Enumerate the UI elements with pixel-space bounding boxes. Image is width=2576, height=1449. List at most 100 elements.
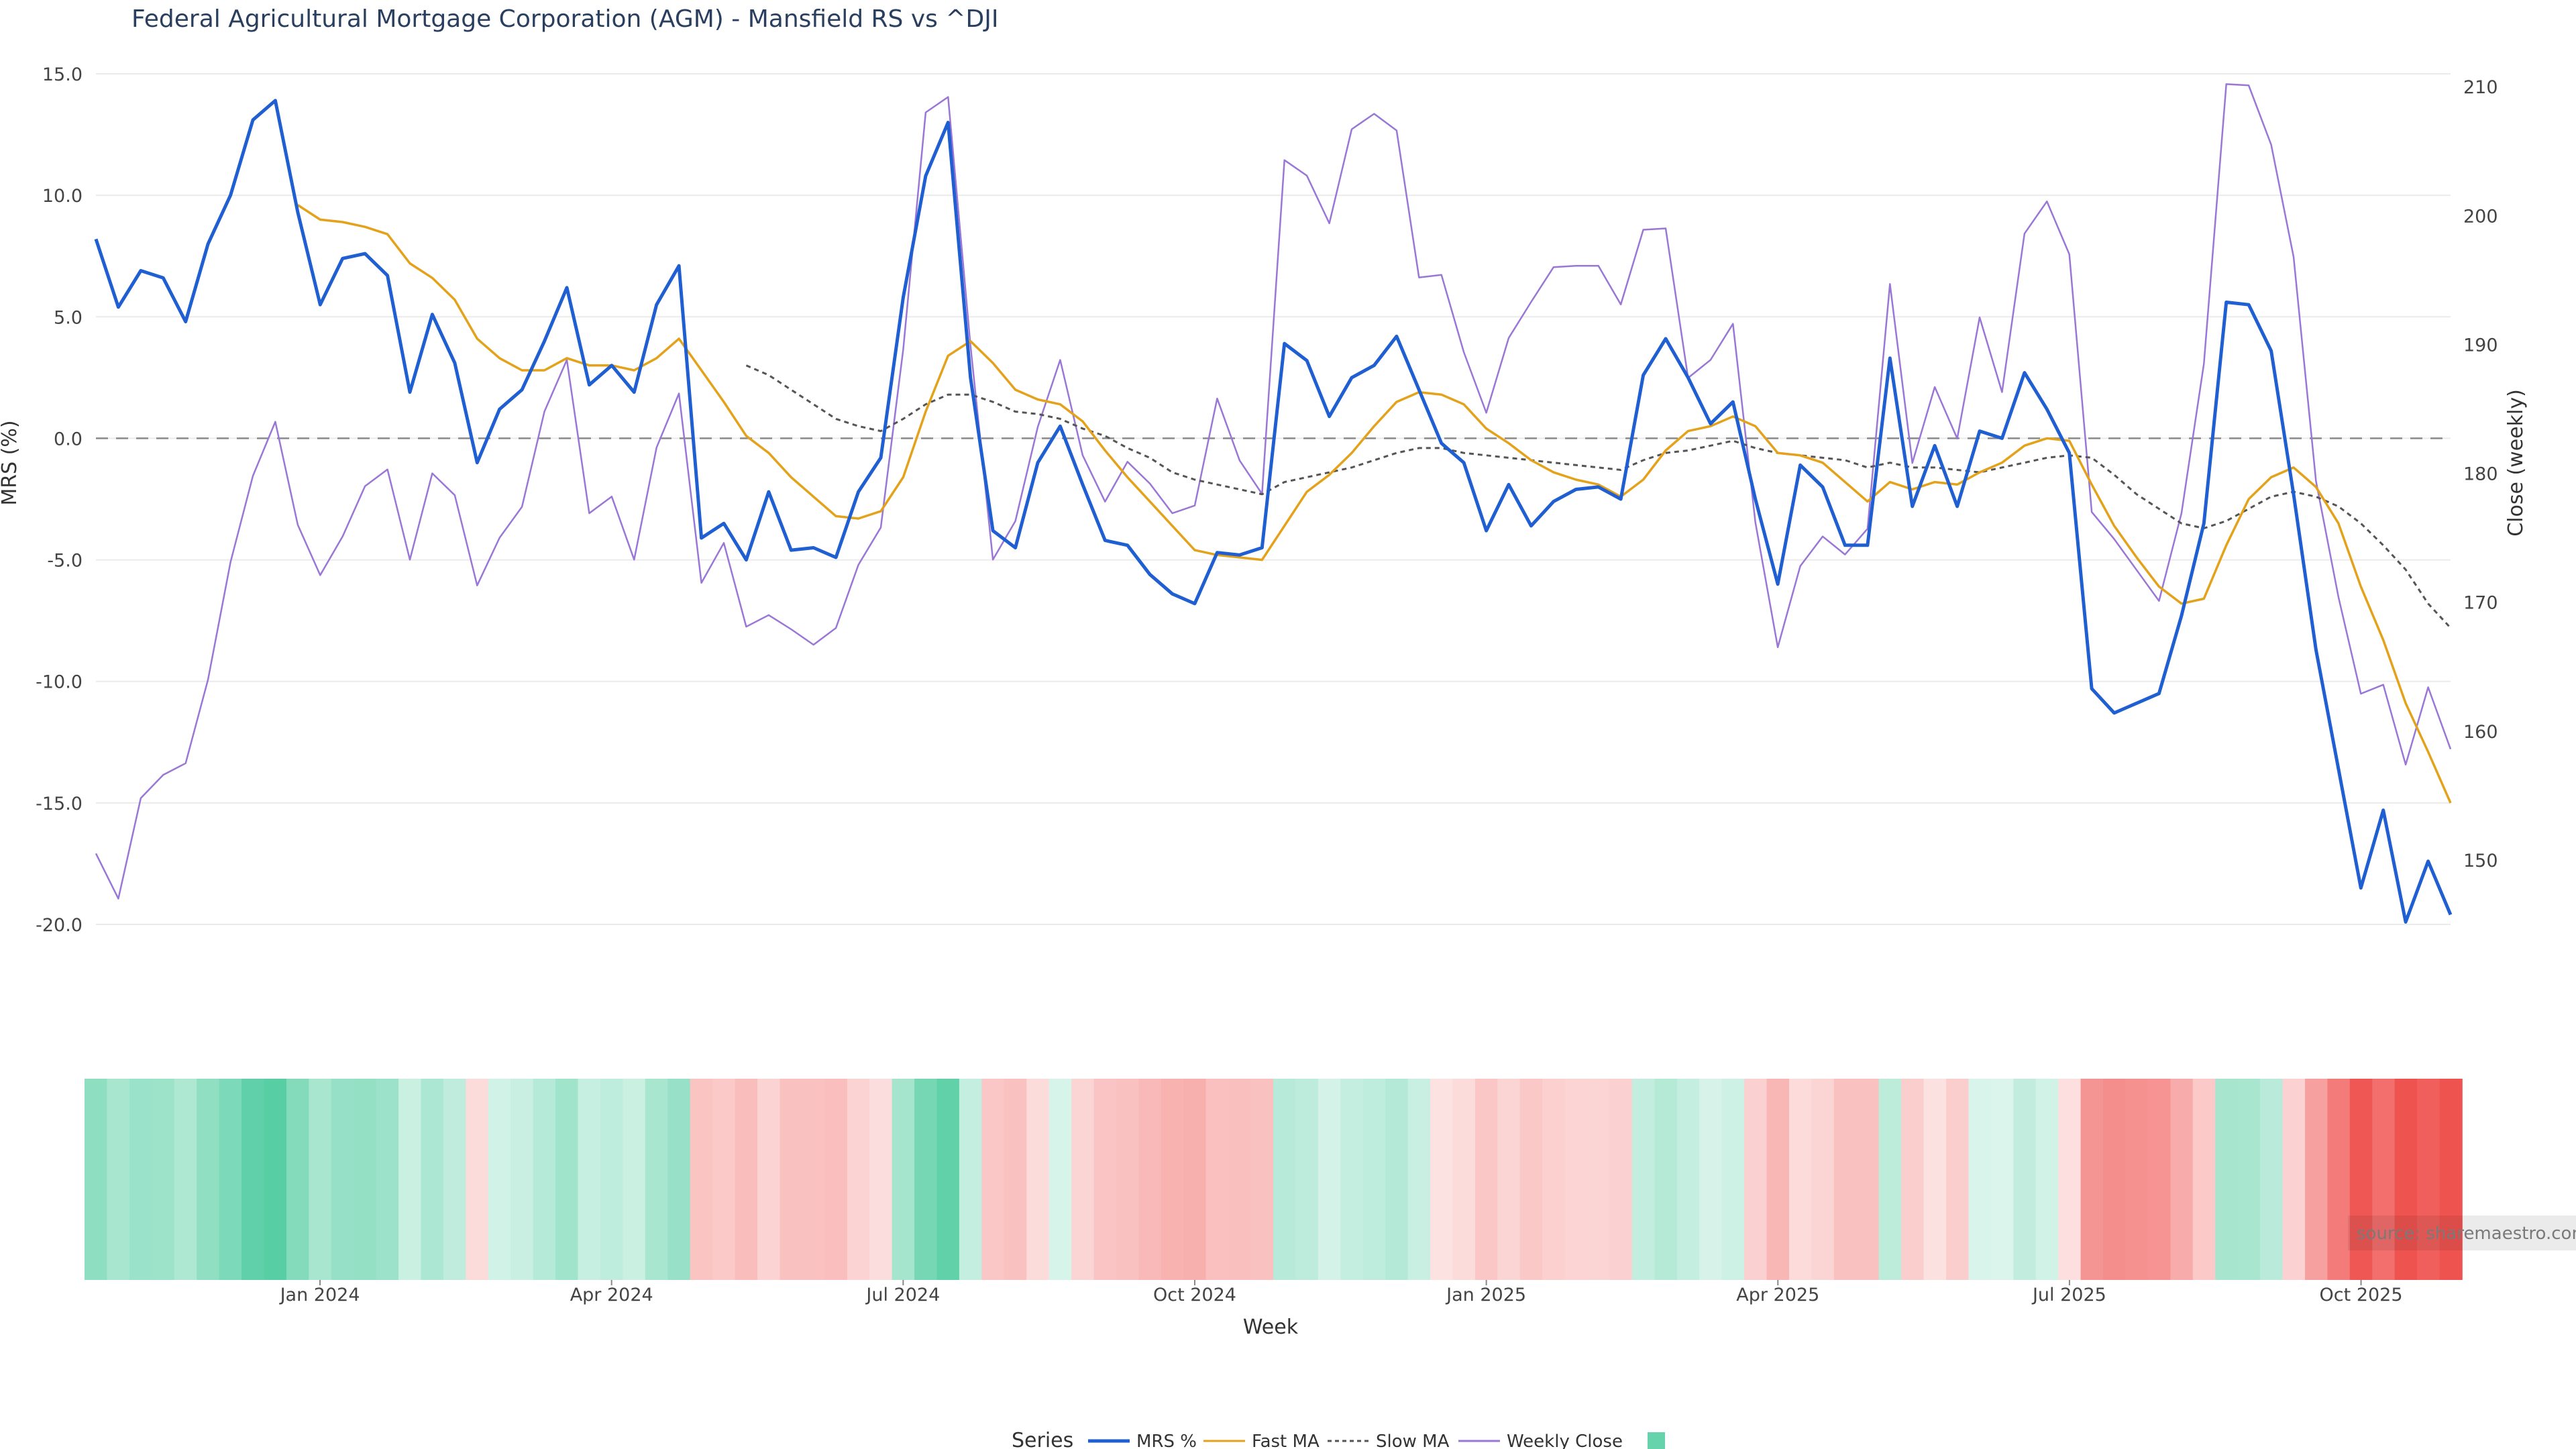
heatmap-cell[interactable] xyxy=(1721,1079,1745,1280)
heatmap-cell[interactable] xyxy=(1789,1079,1813,1280)
heatmap-cell[interactable] xyxy=(712,1079,736,1280)
heatmap-cell[interactable] xyxy=(1766,1079,1790,1280)
heatmap-cell[interactable] xyxy=(2035,1079,2059,1280)
heatmap-cell[interactable] xyxy=(1901,1079,1925,1280)
heatmap-cell[interactable] xyxy=(1833,1079,1857,1280)
heatmap-cell[interactable] xyxy=(2305,1079,2328,1280)
heatmap-cell[interactable] xyxy=(1049,1079,1072,1280)
heatmap-cell[interactable] xyxy=(2260,1079,2284,1280)
heatmap-cell[interactable] xyxy=(1071,1079,1095,1280)
heatmap-cell[interactable] xyxy=(892,1079,915,1280)
heatmap-cell[interactable] xyxy=(174,1079,197,1280)
heatmap-cell[interactable] xyxy=(2215,1079,2239,1280)
heatmap-cell[interactable] xyxy=(1474,1079,1499,1280)
heatmap-cell[interactable] xyxy=(1564,1079,1588,1280)
heatmap-cell[interactable] xyxy=(2349,1079,2373,1280)
heatmap-cell[interactable] xyxy=(1228,1079,1252,1280)
heatmap-cell[interactable] xyxy=(2327,1079,2351,1280)
heatmap-cell[interactable] xyxy=(2147,1079,2171,1280)
heatmap-cell[interactable] xyxy=(623,1079,646,1280)
heatmap-cell[interactable] xyxy=(1990,1079,2015,1280)
heatmap-cell[interactable] xyxy=(1519,1079,1543,1280)
heatmap-cell[interactable] xyxy=(780,1079,803,1280)
heatmap-cell[interactable] xyxy=(533,1079,556,1280)
series-line-mrs[interactable] xyxy=(94,99,2453,924)
heatmap-cell[interactable] xyxy=(488,1079,511,1280)
heatmap-cell[interactable] xyxy=(219,1079,242,1280)
heatmap-cell[interactable] xyxy=(1026,1079,1050,1280)
heatmap-cell[interactable] xyxy=(824,1079,848,1280)
heatmap-cell[interactable] xyxy=(847,1079,870,1280)
heatmap-cell[interactable] xyxy=(1407,1079,1431,1280)
heatmap-cell[interactable] xyxy=(555,1079,579,1280)
heatmap-cell[interactable] xyxy=(936,1079,960,1280)
heatmap-cell[interactable] xyxy=(645,1079,668,1280)
heatmap-cell[interactable] xyxy=(1093,1079,1117,1280)
heatmap-cell[interactable] xyxy=(443,1079,467,1280)
heatmap-cell[interactable] xyxy=(735,1079,758,1280)
heatmap-cell[interactable] xyxy=(1318,1079,1342,1280)
heatmap-cell[interactable] xyxy=(1497,1079,1521,1280)
heatmap-cell[interactable] xyxy=(1161,1079,1184,1280)
series-line-slow-ma[interactable] xyxy=(745,364,2452,629)
heatmap-cell[interactable] xyxy=(1811,1079,1835,1280)
heatmap-cell[interactable] xyxy=(1654,1079,1678,1280)
heatmap-cell[interactable] xyxy=(2058,1079,2082,1280)
heatmap-cell[interactable] xyxy=(1385,1079,1409,1280)
heatmap-cell[interactable] xyxy=(264,1079,287,1280)
heatmap-cell[interactable] xyxy=(1923,1079,1947,1280)
heatmap-cell[interactable] xyxy=(1430,1079,1454,1280)
heatmap-cell[interactable] xyxy=(1250,1079,1274,1280)
legend-item-slow-ma[interactable]: Slow MA xyxy=(1328,1432,1450,1449)
heatmap-cell[interactable] xyxy=(354,1079,377,1280)
heatmap-cell[interactable] xyxy=(578,1079,601,1280)
heatmap-cell[interactable] xyxy=(2125,1079,2149,1280)
heatmap-cell[interactable] xyxy=(2394,1079,2418,1280)
heatmap-cell[interactable] xyxy=(757,1079,781,1280)
legend-item-fast-ma[interactable]: Fast MA xyxy=(1203,1432,1320,1449)
heatmap-cell[interactable] xyxy=(1744,1079,1768,1280)
heatmap-cell[interactable] xyxy=(241,1079,265,1280)
heatmap-cell[interactable] xyxy=(331,1079,354,1280)
heatmap-cell[interactable] xyxy=(1205,1079,1229,1280)
heatmap-cell[interactable] xyxy=(107,1079,130,1280)
heatmap-cell[interactable] xyxy=(511,1079,534,1280)
heatmap-cell[interactable] xyxy=(466,1079,489,1280)
heatmap-cell[interactable] xyxy=(2170,1079,2194,1280)
heatmap-cell[interactable] xyxy=(1699,1079,1723,1280)
heatmap-cell[interactable] xyxy=(2103,1079,2127,1280)
heatmap-cell[interactable] xyxy=(869,1079,893,1280)
heatmap-cell[interactable] xyxy=(1138,1079,1162,1280)
heatmap-cell[interactable] xyxy=(2013,1079,2037,1280)
legend-swatch-heatmap[interactable] xyxy=(1648,1432,1665,1449)
heatmap-cell[interactable] xyxy=(1273,1079,1297,1280)
heatmap-cell[interactable] xyxy=(421,1079,444,1280)
heatmap-cell[interactable] xyxy=(1542,1079,1566,1280)
heatmap-cell[interactable] xyxy=(152,1079,175,1280)
heatmap-cell[interactable] xyxy=(2439,1079,2463,1280)
heatmap-cell[interactable] xyxy=(1587,1079,1611,1280)
heatmap-cell[interactable] xyxy=(1340,1079,1364,1280)
heatmap-cell[interactable] xyxy=(398,1079,422,1280)
heatmap-cell[interactable] xyxy=(2417,1079,2440,1280)
heatmap-cell[interactable] xyxy=(667,1079,691,1280)
heatmap-cell[interactable] xyxy=(1676,1079,1700,1280)
heatmap-cell[interactable] xyxy=(1004,1079,1027,1280)
heatmap-cell[interactable] xyxy=(286,1079,310,1280)
legend-item-weekly-close[interactable]: Weekly Close xyxy=(1458,1432,1623,1449)
series-line-weekly-close[interactable] xyxy=(95,83,2452,900)
legend-item-mrs[interactable]: MRS % xyxy=(1088,1432,1197,1449)
heatmap-cell[interactable] xyxy=(690,1079,713,1280)
heatmap-cell[interactable] xyxy=(981,1079,1005,1280)
heatmap-cell[interactable] xyxy=(1452,1079,1476,1280)
heatmap-cell[interactable] xyxy=(600,1079,624,1280)
heatmap-cell[interactable] xyxy=(309,1079,332,1280)
heatmap-cell[interactable] xyxy=(1946,1079,1970,1280)
heatmap-cell[interactable] xyxy=(197,1079,220,1280)
series-line-fast-ma[interactable] xyxy=(297,204,2452,804)
heatmap-cell[interactable] xyxy=(376,1079,399,1280)
heatmap-cell[interactable] xyxy=(1183,1079,1207,1280)
heatmap-cell[interactable] xyxy=(2282,1079,2306,1280)
heatmap-cell[interactable] xyxy=(1856,1079,1880,1280)
heatmap-cell[interactable] xyxy=(129,1079,153,1280)
